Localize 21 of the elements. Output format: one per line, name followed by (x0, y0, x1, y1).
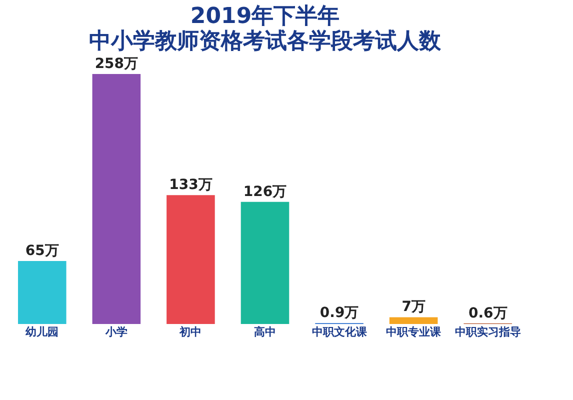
data-label: 126万 (243, 184, 287, 200)
x-tick-label: 小学 (104, 326, 128, 338)
data-label: 133万 (169, 177, 212, 194)
data-label: 258万 (94, 56, 138, 72)
data-label: 7万 (402, 299, 426, 316)
data-label: 65万 (25, 243, 59, 260)
chart-title: 2019年下半年 (190, 4, 340, 29)
bar (389, 317, 438, 324)
data-label: 0.6万 (468, 305, 508, 322)
x-tick-label: 中职实习指导 (454, 326, 521, 338)
bar (18, 261, 66, 324)
x-tick-label: 中职文化课 (312, 326, 367, 338)
bar (166, 195, 215, 324)
bar (240, 202, 290, 324)
x-tick-label: 中职专业课 (386, 326, 442, 338)
x-tick-label: 幼儿园 (24, 326, 59, 338)
x-tick-label: 初中 (178, 326, 202, 338)
x-tick-label: 高中 (254, 326, 276, 338)
data-label: 0.9万 (320, 305, 359, 322)
chart-subtitle: 中小学教师资格考试各学段考试人数 (89, 29, 442, 54)
bar (92, 74, 141, 324)
